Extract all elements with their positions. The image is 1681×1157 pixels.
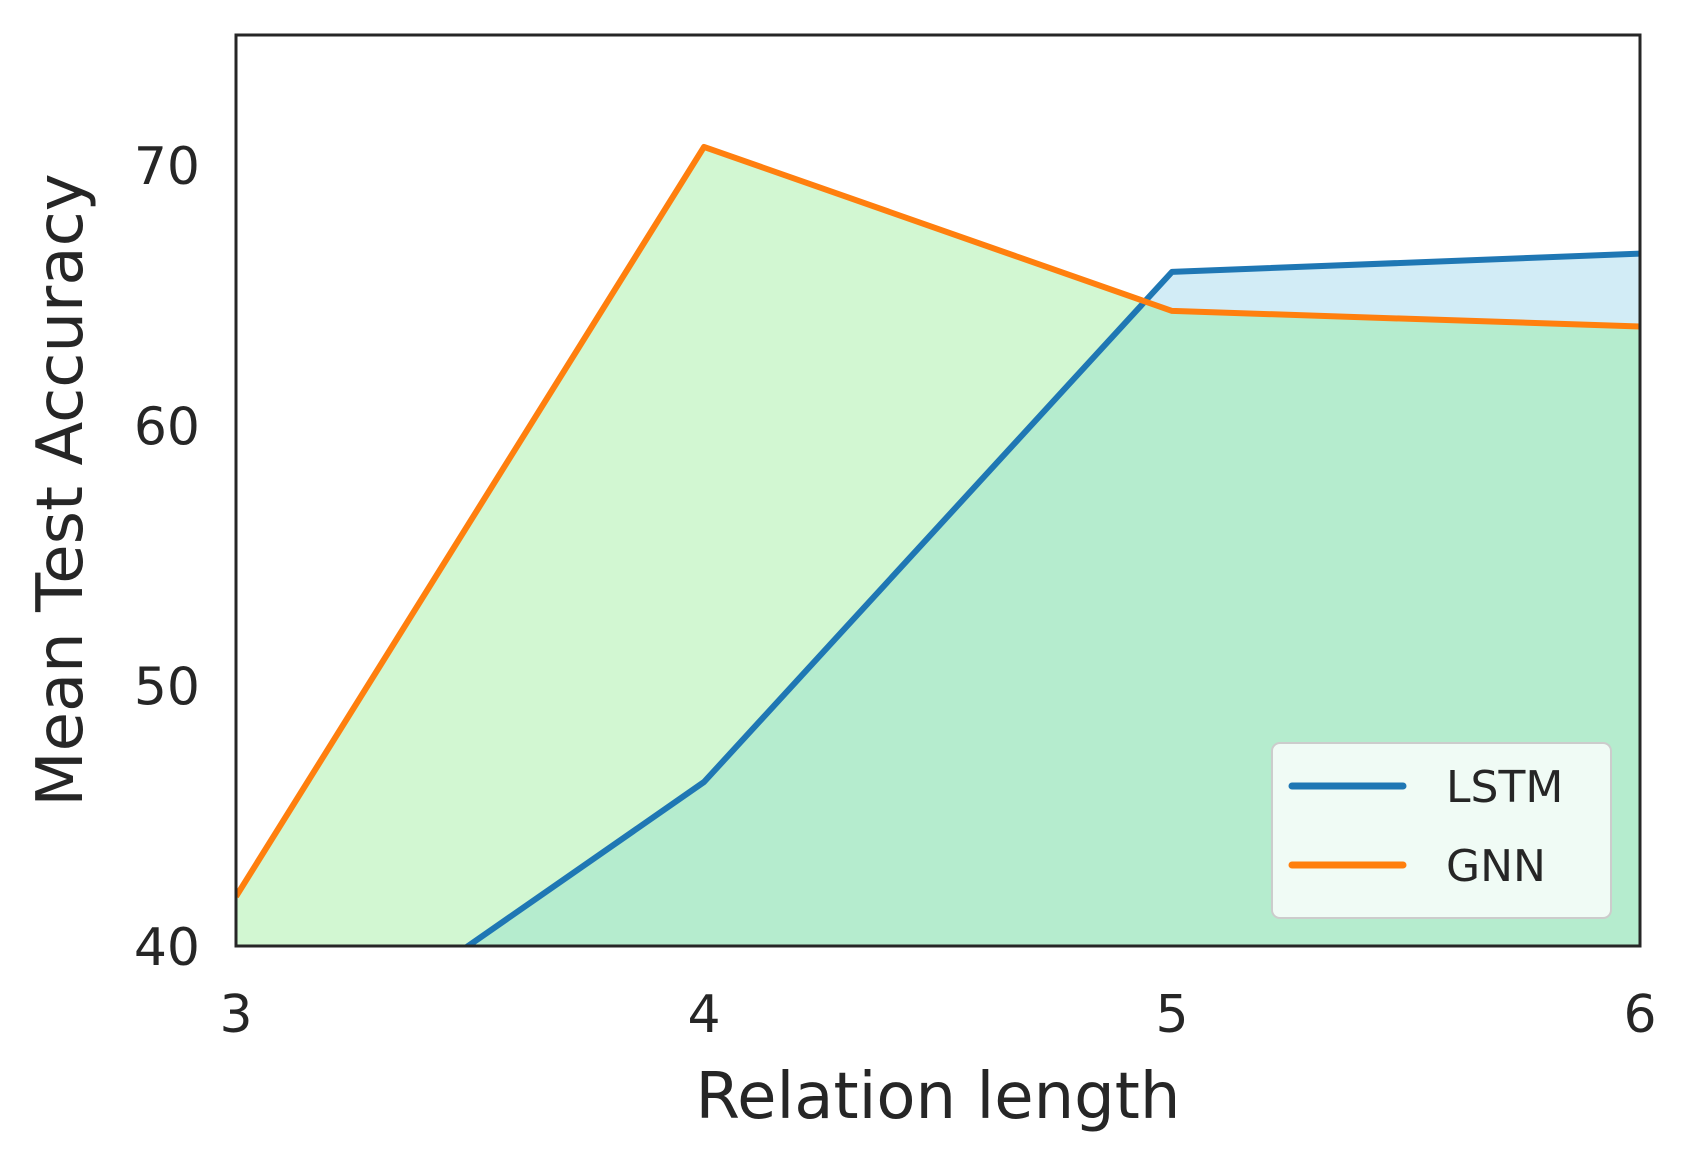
x-axis-label: Relation length — [696, 1060, 1181, 1134]
y-tick-label: 60 — [134, 397, 200, 457]
x-tick-label: 5 — [1155, 985, 1188, 1045]
y-tick-label: 50 — [134, 658, 200, 718]
y-tick-labels: 40 50 60 70 — [134, 137, 200, 978]
x-tick-label: 6 — [1623, 985, 1656, 1045]
gnn-legend-label: GNN — [1446, 841, 1546, 892]
y-tick-label: 40 — [134, 918, 200, 978]
gnn-line — [236, 143, 1640, 899]
x-tick-labels: 3 4 5 6 — [219, 985, 1656, 1045]
y-axis-label: Mean Test Accuracy — [24, 173, 98, 806]
lstm-legend-label: LSTM — [1446, 762, 1563, 813]
y-tick-label: 70 — [134, 137, 200, 197]
plot-frame — [234, 33, 1642, 948]
x-tick-label: 3 — [219, 985, 252, 1045]
x-tick-label: 4 — [687, 985, 720, 1045]
legend: LSTM GNN — [1271, 742, 1612, 919]
